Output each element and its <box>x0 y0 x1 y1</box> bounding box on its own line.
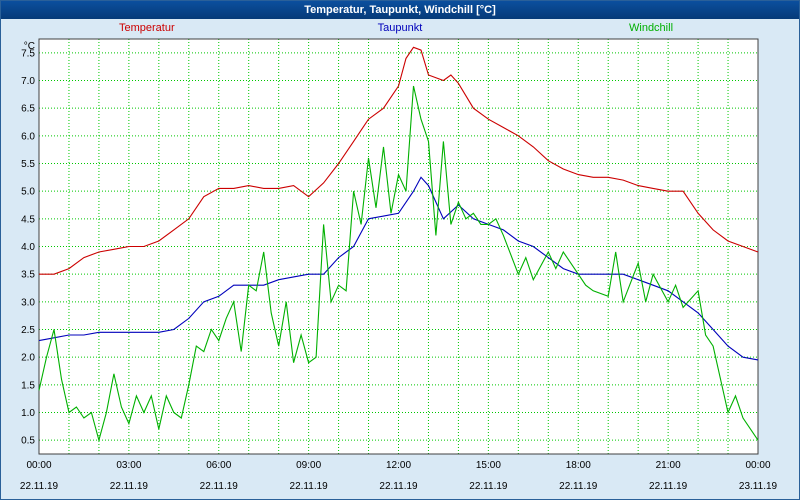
x-tick-date-label: 22.11.19 <box>200 481 239 492</box>
y-tick-label: 2.0 <box>21 353 35 364</box>
legend-taupunkt-label: Taupunkt <box>377 22 423 34</box>
x-tick-time-label: 00:00 <box>745 460 770 471</box>
plot-border <box>38 38 759 455</box>
y-tick-label: 6.0 <box>21 131 35 142</box>
y-tick-label: 5.5 <box>21 159 35 170</box>
x-tick-time-label: 18:00 <box>566 460 591 471</box>
x-tick-date-label: 22.11.19 <box>20 481 59 492</box>
legend-temperatur-label: Temperatur <box>119 22 175 34</box>
y-tick-label: 1.0 <box>21 408 35 419</box>
chart-canvas: °C 0.5 1.0 1.5 2.0 2.5 3.0 3.5 4.0 4.5 5.0 5.5 6.0 6.… <box>20 38 778 492</box>
x-tick-time-label: 06:00 <box>206 460 231 471</box>
y-tick-label: 2.5 <box>21 325 35 336</box>
y-tick-label: 7.5 <box>21 48 35 59</box>
x-tick-time-label: 21:00 <box>656 460 681 471</box>
y-tick-label: 7.0 <box>21 76 35 87</box>
x-tick-date-label: 22.11.19 <box>559 481 598 492</box>
legend-windchill-label: Windchill <box>629 22 674 34</box>
x-tick-date-label: 23.11.19 <box>739 481 778 492</box>
y-tick-label: 0.5 <box>21 436 35 447</box>
y-tick-label: 5.0 <box>21 187 35 198</box>
x-tick-date-label: 22.11.19 <box>469 481 508 492</box>
y-tick-label: 6.5 <box>21 104 35 115</box>
x-tick-date-label: 22.11.19 <box>110 481 149 492</box>
x-tick-time-label: 00:00 <box>26 460 51 471</box>
series-line-taupunkt <box>38 176 759 361</box>
y-tick-label: 3.5 <box>21 270 35 281</box>
x-tick-time-label: 03:00 <box>116 460 141 471</box>
y-tick-label: 4.0 <box>21 242 35 253</box>
x-tick-time-label: 12:00 <box>386 460 411 471</box>
y-axis-unit-label: °C <box>24 41 35 52</box>
x-tick-time-label: 09:00 <box>296 460 321 471</box>
window-title: Temperatur, Taupunkt, Windchill [°C] <box>304 4 496 16</box>
y-tick-label: 4.5 <box>21 214 35 225</box>
title-bar: Temperatur, Taupunkt, Windchill [°C] <box>1 1 799 19</box>
x-tick-date-label: 22.11.19 <box>290 481 329 492</box>
chart-legend: Temperatur Taupunkt Windchill <box>1 19 799 37</box>
y-tick-label: 1.5 <box>21 380 35 391</box>
x-tick-date-label: 22.11.19 <box>649 481 688 492</box>
y-tick-label: 3.0 <box>21 297 35 308</box>
x-tick-date-label: 22.11.19 <box>379 481 418 492</box>
x-tick-time-label: 15:00 <box>476 460 501 471</box>
series-line-windchill <box>38 85 759 443</box>
series-line-temperatur <box>39 46 759 275</box>
